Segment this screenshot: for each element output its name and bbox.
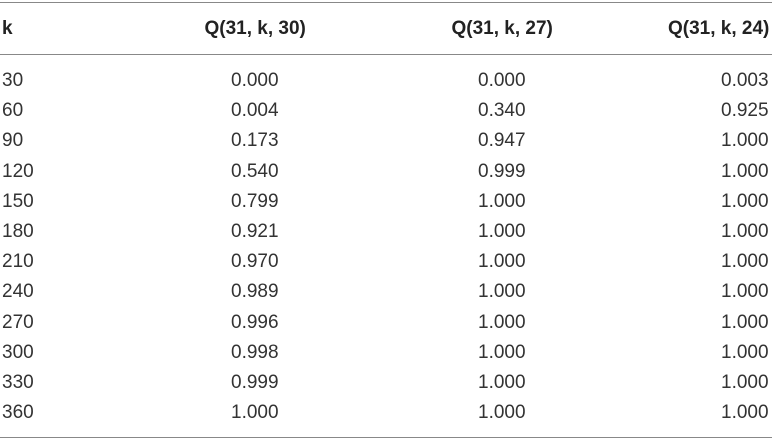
table-cell: 1.000 <box>721 281 769 303</box>
column-header: k <box>2 18 13 39</box>
row-label: 60 <box>2 100 24 122</box>
table-cell: 1.000 <box>721 251 769 273</box>
table-cell: 1.000 <box>721 341 769 363</box>
table-cell: 1.000 <box>721 160 769 182</box>
table-cell: 1.000 <box>478 281 526 303</box>
table-cell: 1.000 <box>478 221 526 242</box>
table-cell: 0.989 <box>231 281 279 303</box>
table-cell: 1.000 <box>721 130 769 152</box>
table-cell: 0.921 <box>231 221 279 242</box>
table-cell: 1.000 <box>478 341 526 363</box>
row-label: 270 <box>2 311 34 333</box>
table-cell: 1.000 <box>721 221 769 242</box>
row-label: 240 <box>2 281 34 303</box>
table-cell: 1.000 <box>721 402 769 424</box>
row-label: 300 <box>2 341 34 363</box>
top-rule <box>0 2 772 3</box>
table-cell: 0.004 <box>231 100 279 122</box>
column-header: Q(31, k, 24) <box>668 18 770 39</box>
table-cell: 0.947 <box>478 130 526 152</box>
table-cell: 1.000 <box>721 190 769 212</box>
bottom-rule <box>0 437 772 438</box>
row-label: 150 <box>2 190 34 212</box>
table-cell: 1.000 <box>478 190 526 212</box>
table-cell: 1.000 <box>478 372 526 393</box>
row-label: 180 <box>2 221 34 242</box>
row-label: 120 <box>2 160 34 182</box>
table-cell: 0.000 <box>231 70 279 91</box>
row-label: 90 <box>2 130 24 152</box>
table-cell: 0.340 <box>478 100 526 122</box>
table-cell: 0.998 <box>231 341 279 363</box>
row-label: 210 <box>2 251 34 273</box>
column-header: Q(31, k, 27) <box>451 18 553 39</box>
table-cell: 0.970 <box>231 251 279 273</box>
row-label: 30 <box>2 70 24 91</box>
table-cell: 0.799 <box>231 190 279 212</box>
table-cell: 0.925 <box>721 100 769 122</box>
table-cell: 0.173 <box>231 130 279 152</box>
table-cell: 0.003 <box>721 70 769 91</box>
table-cell: 1.000 <box>721 372 769 393</box>
table-cell: 0.000 <box>478 70 526 91</box>
table-cell: 1.000 <box>721 311 769 333</box>
table-cell: 0.996 <box>231 311 279 333</box>
table-cell: 0.999 <box>478 160 526 182</box>
row-label: 360 <box>2 402 34 424</box>
table-cell: 0.540 <box>231 160 279 182</box>
row-label: 330 <box>2 372 34 393</box>
column-header: Q(31, k, 30) <box>204 18 306 39</box>
table-cell: 0.999 <box>231 372 279 393</box>
table-cell: 1.000 <box>478 402 526 424</box>
table-cell: 1.000 <box>478 251 526 273</box>
header-rule <box>0 54 772 55</box>
table-cell: 1.000 <box>231 402 279 424</box>
table-cell: 1.000 <box>478 311 526 333</box>
